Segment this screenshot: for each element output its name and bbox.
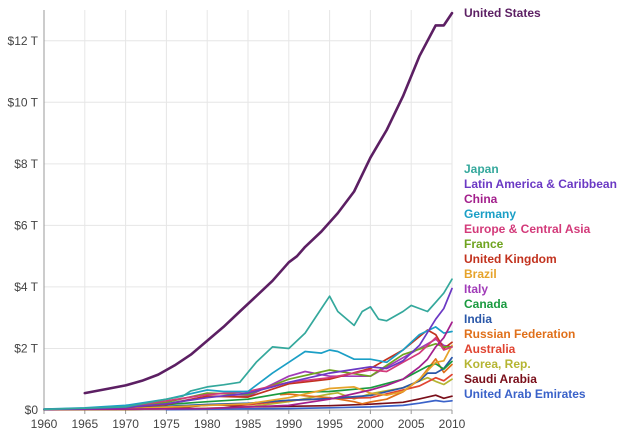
x-tick-label: 1960	[31, 417, 58, 431]
series-lines	[43, 11, 454, 411]
y-axis-tick-labels: $0 $2 T $4 T $6 T $8 T $10 T $12 T	[8, 34, 39, 417]
y-tick-label: $4 T	[14, 280, 38, 294]
legend-label: Italy	[464, 282, 488, 296]
legend-label: United States	[464, 6, 541, 20]
series-line	[165, 399, 453, 411]
legend-label: China	[464, 192, 498, 206]
series-line	[43, 344, 453, 411]
legend-label: Russian Federation	[464, 327, 575, 341]
series-line	[43, 360, 453, 411]
series-line	[43, 321, 453, 411]
legend-label: Saudi Arabia	[464, 372, 537, 386]
legend-label: France	[464, 237, 504, 251]
x-axis-tick-labels: 1960 1965 1970 1975 1980 1985 1990 1995 2000 2005…	[31, 417, 466, 431]
y-tick-label: $0	[25, 403, 39, 417]
y-tick-label: $6 T	[14, 218, 38, 232]
legend-label: India	[464, 312, 492, 326]
legend-label: Canada	[464, 297, 508, 311]
y-tick-label: $12 T	[8, 34, 39, 48]
legend-label: Europe & Central Asia	[464, 222, 591, 236]
series-line	[279, 358, 453, 405]
grid-lines	[43, 10, 453, 411]
legend-label: Japan	[464, 162, 499, 176]
x-tick-label: 2010	[439, 417, 466, 431]
series-line	[43, 278, 453, 411]
x-tick-label: 2000	[357, 417, 384, 431]
y-tick-label: $10 T	[8, 95, 39, 109]
series-line	[43, 287, 453, 411]
x-tick-label: 1980	[194, 417, 221, 431]
y-tick-label: $2 T	[14, 341, 38, 355]
series-line	[43, 356, 453, 410]
series-line	[83, 11, 454, 395]
x-tick-label: 1975	[153, 417, 180, 431]
legend-label: United Arab Emirates	[464, 387, 586, 401]
x-tick-label: 1990	[275, 417, 302, 431]
x-tick-label: 1985	[235, 417, 262, 431]
x-tick-label: 2005	[398, 417, 425, 431]
x-tick-label: 1970	[112, 417, 139, 431]
legend-label: Latin America & Caribbean	[464, 177, 617, 191]
legend-label: United Kingdom	[464, 252, 557, 266]
y-tick-label: $8 T	[14, 157, 38, 171]
legend-label: Australia	[464, 342, 516, 356]
legend-label: Brazil	[464, 267, 497, 281]
legend-label: Germany	[464, 207, 516, 221]
x-tick-label: 1995	[316, 417, 343, 431]
legend-label: Korea, Rep.	[464, 357, 531, 371]
x-tick-label: 1965	[71, 417, 98, 431]
